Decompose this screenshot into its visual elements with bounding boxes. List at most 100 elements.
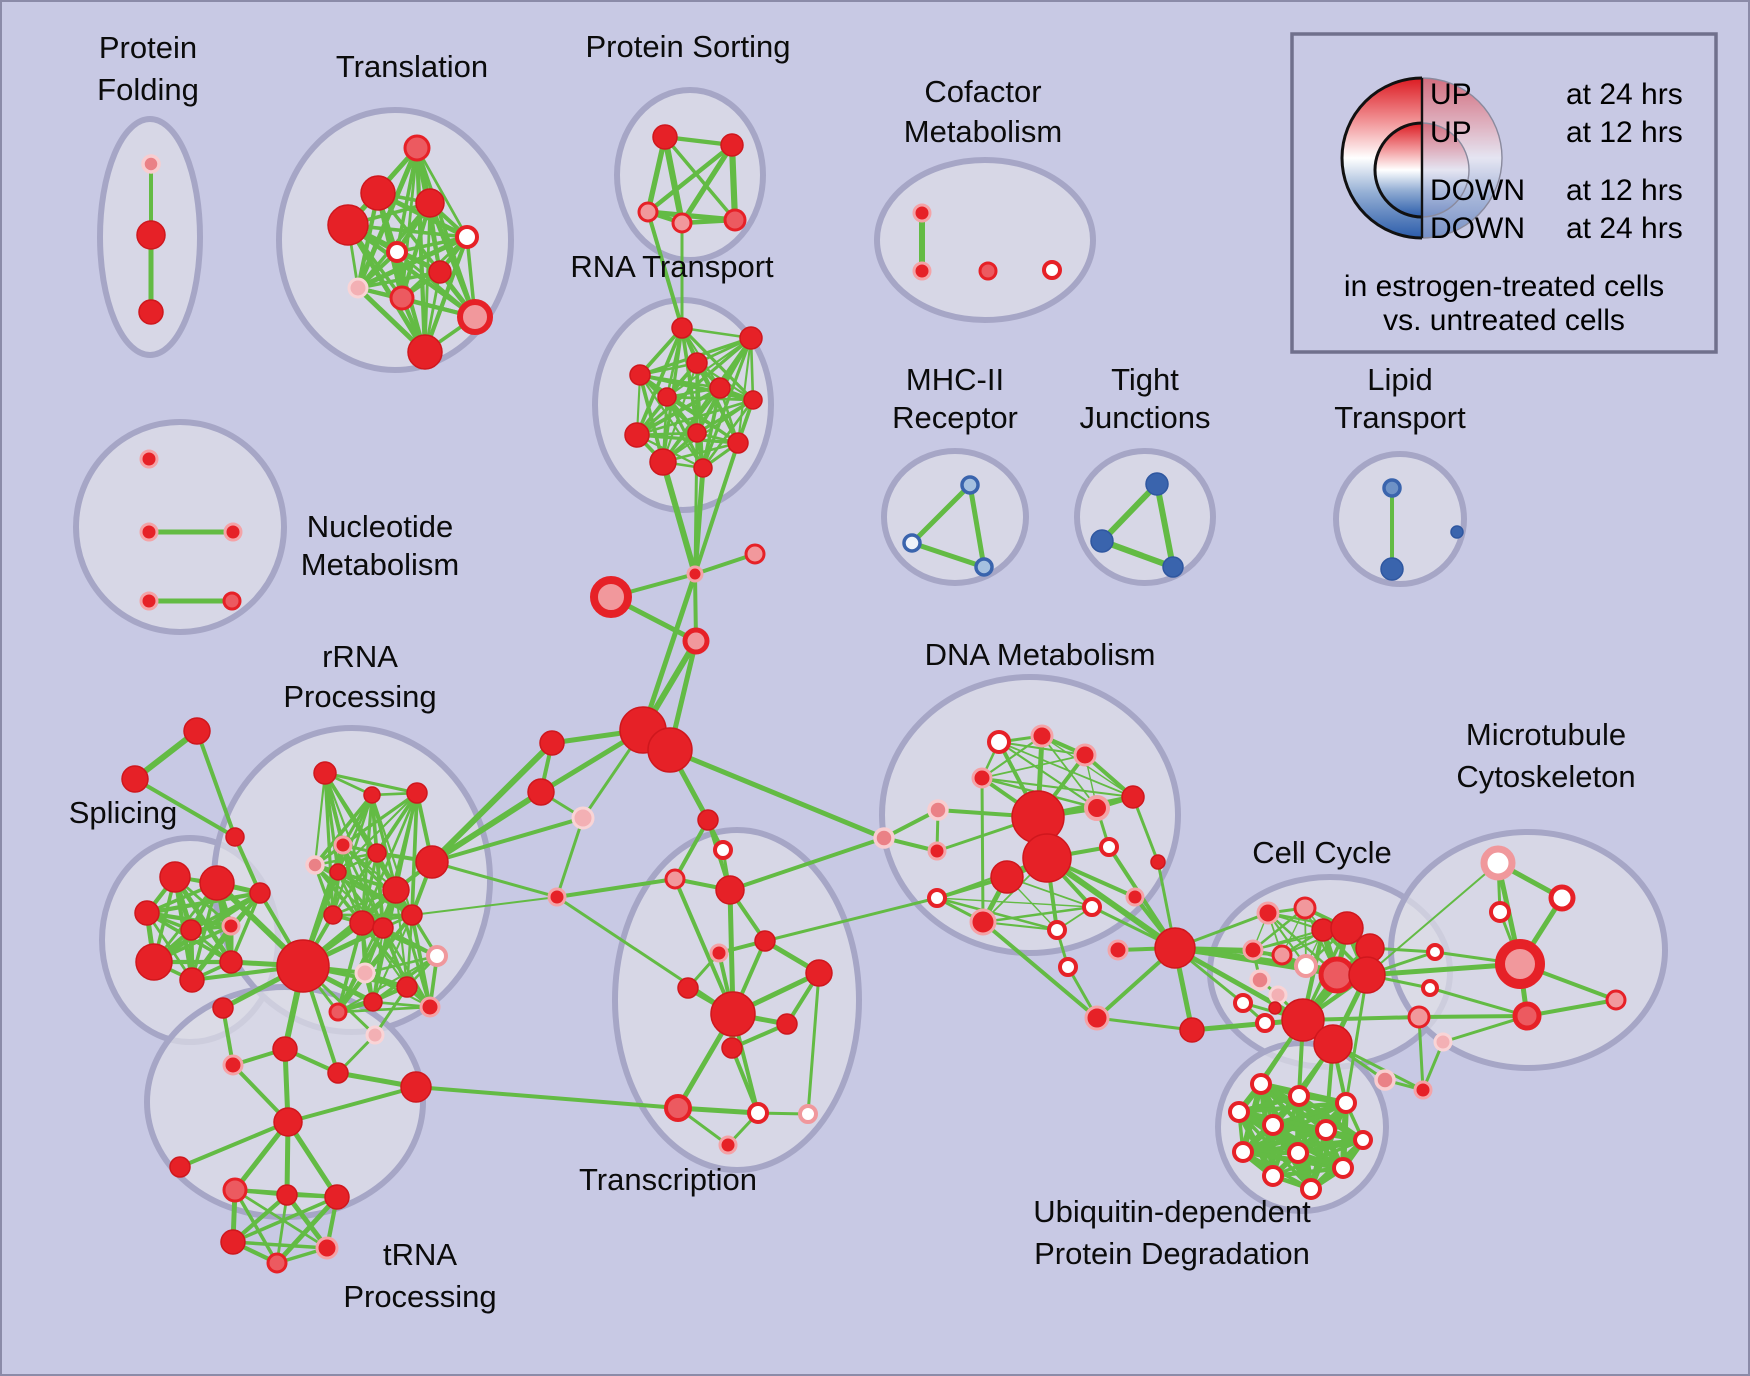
network-node-dn12 (927, 888, 947, 908)
network-edge (673, 818, 710, 881)
network-node-cc6 (1271, 944, 1293, 966)
network-node-hb9 (682, 627, 710, 655)
network-node-dn21 (1179, 1017, 1205, 1043)
network-edge (1295, 1137, 1366, 1156)
network-node-rt8 (687, 423, 707, 443)
network-node-ps1 (720, 133, 744, 157)
network-node-tn12 (266, 1252, 288, 1274)
network-node-dn6 (1121, 785, 1145, 809)
network-node-dn2 (1073, 743, 1097, 767)
network-edge (144, 890, 263, 916)
network-node-mh1 (902, 533, 922, 553)
network-node-dn13 (969, 908, 997, 936)
network-node-sp0 (159, 861, 191, 893)
network-node-tx4 (754, 930, 776, 952)
network-edge (356, 270, 442, 290)
network-edge (635, 398, 755, 437)
cluster-label-transcription: Transcription (579, 1162, 757, 1197)
network-edge (661, 133, 686, 227)
cluster-label-dna_metabolism: DNA Metabolism (925, 637, 1156, 672)
network-node-rt7 (624, 422, 650, 448)
network-edge (415, 146, 469, 239)
network-edge (1366, 862, 1499, 976)
legend-caption: vs. untreated cells (1383, 304, 1625, 337)
network-node-tn8 (276, 1184, 298, 1206)
network-node-tn9 (324, 1184, 350, 1210)
network-edge (980, 776, 985, 924)
network-node-ub11 (1300, 1178, 1322, 1200)
network-node-rt4 (709, 377, 731, 399)
network-node-ub4 (1262, 1114, 1284, 1136)
network-edge (233, 1188, 329, 1250)
cluster-label-cofactor_metabolism: Metabolism (904, 114, 1063, 149)
network-edge (728, 141, 739, 224)
network-node-mt5 (1421, 979, 1439, 997)
network-node-ub6 (1353, 1130, 1373, 1150)
cluster-boundary-tight_junctions (1074, 448, 1216, 586)
network-node-rr13 (354, 962, 376, 984)
network-node-mt6 (1407, 1005, 1431, 1029)
network-edge (1044, 855, 1178, 951)
network-node-tx1 (713, 840, 733, 860)
network-node-mt0 (1480, 845, 1516, 881)
network-edge (693, 441, 740, 576)
network-node-dn16 (1125, 887, 1145, 907)
network-node-cf0 (912, 203, 932, 223)
network-edge (427, 200, 478, 320)
network-edge (1041, 735, 1098, 809)
network-node-hb3 (527, 778, 555, 806)
network-node-tx13 (798, 1104, 818, 1124)
network-edge (635, 433, 740, 445)
legend-time-label: at 12 hrs (1566, 174, 1683, 207)
network-node-ub10 (1262, 1165, 1284, 1187)
network-edge (430, 860, 559, 899)
network-node-tr9 (457, 299, 493, 335)
network-edge (411, 896, 558, 916)
network-edge (693, 431, 699, 576)
network-node-cc1 (1293, 896, 1317, 920)
network-edge (645, 142, 735, 215)
node-layer (121, 124, 1627, 1274)
network-node-tr4 (455, 225, 479, 249)
cluster-label-protein_sorting: Protein Sorting (585, 29, 790, 64)
cluster-label-lipid_transport: Transport (1334, 400, 1466, 435)
network-node-dn5 (927, 841, 947, 861)
network-node-mt10 (1413, 1080, 1433, 1100)
network-node-tx9 (776, 1013, 798, 1035)
network-node-rt3 (629, 364, 651, 386)
network-edge (1270, 1165, 1346, 1179)
network-node-cc16 (1313, 1024, 1353, 1064)
cluster-boundary-mhc_ii_receptor (881, 448, 1029, 586)
network-node-hb8 (590, 576, 632, 618)
legend: UP at 24 hrs UP at 12 hrs DOWN at 12 hrs DOWN a… (1290, 32, 1718, 354)
network-edge (1154, 481, 1176, 570)
network-edge (981, 754, 1086, 779)
network-edge (981, 905, 1094, 924)
network-node-tx2 (664, 868, 686, 890)
network-node-dn4 (927, 799, 949, 821)
network-node-sp5 (135, 943, 173, 981)
network-node-cc3 (1330, 911, 1364, 945)
cluster-label-ubiquitin_degradation: Protein Degradation (1034, 1236, 1310, 1271)
network-node-rt1 (739, 326, 763, 350)
legend-direction-label: DOWN (1430, 174, 1525, 207)
network-node-sp3 (180, 919, 202, 941)
network-node-rt5 (657, 387, 677, 407)
network-node-dn17 (1150, 854, 1166, 870)
cluster-label-rrna_processing: rRNA (322, 639, 398, 674)
network-node-rr6 (415, 845, 449, 879)
network-node-sp6 (179, 967, 205, 993)
network-edge (313, 793, 374, 867)
network-edge (555, 877, 677, 899)
cluster-label-cofactor_metabolism: Cofactor (924, 74, 1041, 109)
cluster-label-tight_junctions: Junctions (1080, 400, 1211, 435)
network-node-rr2 (406, 782, 428, 804)
network-node-tr8 (389, 285, 415, 311)
network-node-cc11 (1268, 985, 1288, 1005)
network-node-rr15 (396, 976, 418, 998)
network-node-st0 (183, 717, 211, 745)
network-node-mt7 (1512, 1001, 1542, 1031)
network-node-dn20 (1084, 1005, 1110, 1031)
network-node-cc15 (1281, 998, 1325, 1042)
cluster-boundary-lipid_transport (1333, 451, 1467, 587)
